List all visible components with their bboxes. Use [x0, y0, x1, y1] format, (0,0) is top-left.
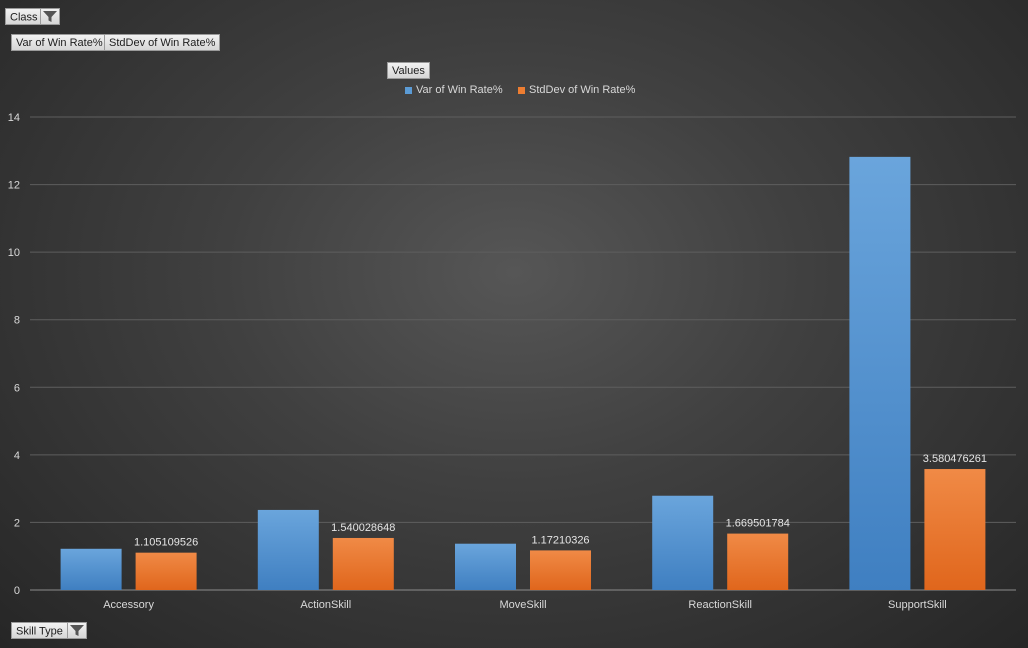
bars: [60, 156, 986, 591]
y-tick-label: 6: [14, 382, 20, 394]
legend-label-var: Var of Win Rate%: [416, 84, 503, 96]
legend-entry-var: Var of Win Rate%: [405, 83, 503, 97]
y-tick-label: 10: [8, 247, 20, 259]
x-tick-label: ReactionSkill: [688, 599, 752, 611]
bar-stdev-actionskill[interactable]: [332, 537, 394, 590]
x-tick-label: SupportSkill: [888, 599, 947, 611]
y-tick-label: 8: [14, 315, 20, 327]
y-tick-label: 12: [8, 180, 20, 192]
filter-funnel-icon[interactable]: [40, 8, 60, 25]
x-tick-label: Accessory: [103, 599, 154, 611]
skill-type-axis-button[interactable]: Skill Type ▼: [11, 622, 77, 639]
class-filter-label: Class: [10, 11, 38, 24]
bar-var-supportskill[interactable]: [849, 156, 911, 591]
value-field-var-button[interactable]: Var of Win Rate%: [11, 34, 108, 51]
bar-var-reactionskill[interactable]: [652, 495, 714, 590]
x-tick-label: MoveSkill: [499, 599, 546, 611]
class-filter-button[interactable]: Class ▼: [5, 8, 52, 25]
bar-var-accessory[interactable]: [60, 548, 122, 590]
y-axis-tick-labels: 0 2 4 6 8 10 12 14: [8, 112, 20, 597]
y-tick-label: 2: [14, 517, 20, 529]
bar-stdev-moveskill[interactable]: [530, 550, 591, 590]
legend-field-button[interactable]: Values: [387, 62, 430, 79]
y-tick-label: 0: [14, 585, 20, 597]
legend-swatch-stdev: [518, 86, 525, 94]
data-labels: 1.105109526 1.540028648 1.17210326 1.669501…: [134, 453, 987, 549]
skill-type-axis-label: Skill Type: [16, 625, 63, 638]
legend-swatch-var: [405, 86, 412, 94]
bar-stdev-accessory[interactable]: [135, 552, 197, 590]
bar-stdev-reactionskill[interactable]: [727, 533, 789, 590]
x-axis-tick-labels: Accessory ActionSkill MoveSkill ReactionSki…: [103, 599, 947, 611]
data-label: 3.580476261: [923, 453, 987, 465]
legend-label-stdev: StdDev of Win Rate%: [529, 84, 636, 96]
x-tick-label: ActionSkill: [300, 599, 351, 611]
data-label: 1.669501784: [726, 518, 790, 530]
legend-field-label: Values: [392, 65, 425, 77]
y-tick-label: 4: [14, 450, 20, 462]
bar-var-moveskill[interactable]: [455, 543, 516, 590]
value-field-stdev-label: StdDev of Win Rate%: [109, 37, 216, 49]
filter-funnel-icon[interactable]: [67, 622, 87, 639]
bar-stdev-supportskill[interactable]: [924, 469, 986, 590]
data-label: 1.17210326: [531, 534, 589, 546]
y-tick-label: 14: [8, 112, 20, 124]
bar-var-actionskill[interactable]: [257, 509, 319, 590]
legend-entry-stdev: StdDev of Win Rate%: [518, 83, 635, 97]
data-label: 1.105109526: [134, 537, 198, 549]
gridlines: [30, 116, 1016, 591]
value-field-stdev-button[interactable]: StdDev of Win Rate%: [104, 34, 221, 51]
data-label: 1.540028648: [331, 522, 395, 534]
value-field-var-label: Var of Win Rate%: [16, 37, 103, 49]
